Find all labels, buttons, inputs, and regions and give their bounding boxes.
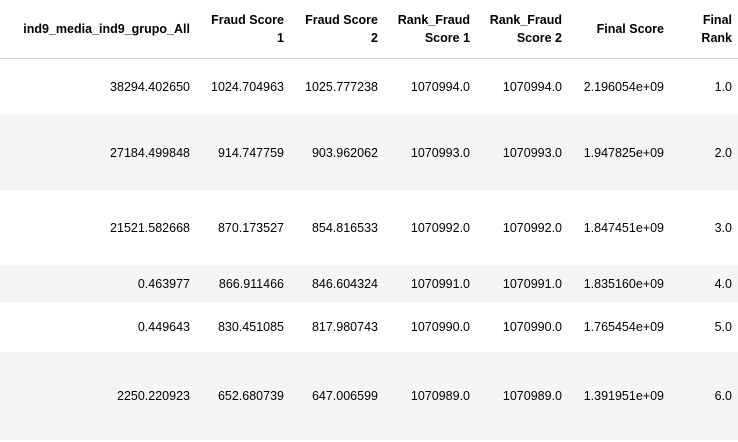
- col-header-label: Rank_Fraud: [397, 13, 470, 27]
- col-header-label: Score 1: [424, 31, 470, 45]
- table-header: ind9_media_ind9_grupo_All Fraud Score 1 F…: [0, 0, 738, 59]
- cell-final-score: 1.947825e+09: [583, 145, 664, 160]
- col-header-label: Fraud Score: [305, 13, 378, 27]
- cell-rank-fraud-score-2: 1070992.0: [502, 220, 562, 235]
- cell-rank-fraud-score-2: 1070990.0: [502, 320, 562, 334]
- col-header-rank-fraud-score-2: Rank_Fraud Score 2: [476, 0, 568, 59]
- col-header-label: Rank_Fraud: [489, 13, 562, 27]
- cell-rank-fraud-score-2: 1070991.0: [502, 276, 562, 291]
- col-header-label: 2: [371, 31, 378, 45]
- cell-fraud-score-1: 870.173527: [217, 220, 284, 235]
- cell-rank-fraud-score-1: 1070991.0: [410, 276, 470, 291]
- cell-final-score: 1.847451e+09: [583, 220, 664, 235]
- cell-rank-fraud-score-2: 1070994.0: [502, 80, 562, 94]
- cell-ind9-media: 2250.220923: [117, 389, 190, 403]
- col-header-label: ind9_media_ind9_grupo_All: [23, 22, 190, 36]
- cell-final-rank: 3.0: [714, 220, 732, 235]
- cell-fraud-score-1: 1024.704963: [211, 80, 284, 94]
- cell-fraud-score-2: 1025.777238: [305, 80, 378, 94]
- cell-fraud-score-1: 830.451085: [217, 320, 284, 334]
- table-row: 2250.220923 652.680739 647.006599 107098…: [0, 352, 738, 440]
- table-body: 38294.402650 1024.704963 1025.777238 107…: [0, 58, 738, 440]
- col-header-ind9-media: ind9_media_ind9_grupo_All: [0, 0, 196, 59]
- cell-final-rank: 6.0: [714, 389, 732, 403]
- cell-ind9-media: 38294.402650: [110, 80, 190, 94]
- table-row: 27184.499848 914.747759 903.962062 10709…: [0, 115, 738, 190]
- cell-final-score: 1.835160e+09: [583, 276, 664, 291]
- table-row: 38294.402650 1024.704963 1025.777238 107…: [0, 58, 738, 115]
- cell-final-score: 2.196054e+09: [583, 80, 664, 94]
- col-header-label: Final Score: [596, 22, 664, 36]
- table-row: 0.449643 830.451085 817.980743 1070990.0…: [0, 302, 738, 352]
- cell-final-score: 1.391951e+09: [583, 389, 664, 403]
- cell-final-score: 1.765454e+09: [583, 320, 664, 334]
- cell-fraud-score-2: 647.006599: [311, 389, 378, 403]
- cell-rank-fraud-score-1: 1070990.0: [410, 320, 470, 334]
- col-header-final-rank: Final Rank: [670, 0, 738, 59]
- cell-fraud-score-2: 846.604324: [311, 276, 378, 291]
- cell-fraud-score-2: 854.816533: [311, 220, 378, 235]
- table-row: 21521.582668 870.173527 854.816533 10709…: [0, 190, 738, 265]
- col-header-label: Fraud Score: [211, 13, 284, 27]
- cell-final-rank: 1.0: [714, 80, 732, 94]
- cell-fraud-score-1: 866.911466: [218, 276, 284, 291]
- cell-rank-fraud-score-1: 1070989.0: [410, 389, 470, 403]
- col-header-fraud-score-2: Fraud Score 2: [290, 0, 384, 59]
- col-header-fraud-score-1: Fraud Score 1: [196, 0, 290, 59]
- cell-rank-fraud-score-1: 1070992.0: [410, 220, 470, 235]
- cell-rank-fraud-score-1: 1070993.0: [410, 145, 470, 160]
- cell-fraud-score-2: 817.980743: [311, 320, 378, 334]
- col-header-label: 1: [277, 31, 284, 45]
- cell-ind9-media: 0.463977: [137, 276, 190, 291]
- table-row: 0.463977 866.911466 846.604324 1070991.0…: [0, 265, 738, 302]
- cell-fraud-score-1: 652.680739: [217, 389, 284, 403]
- cell-fraud-score-1: 914.747759: [217, 145, 284, 160]
- cell-ind9-media: 21521.582668: [110, 220, 190, 235]
- cell-final-rank: 4.0: [714, 276, 732, 291]
- cell-ind9-media: 27184.499848: [110, 145, 190, 160]
- cell-fraud-score-2: 903.962062: [311, 145, 378, 160]
- col-header-label: Score 2: [516, 31, 562, 45]
- col-header-label: Final: [702, 13, 732, 27]
- cell-final-rank: 2.0: [714, 145, 732, 160]
- header-row: ind9_media_ind9_grupo_All Fraud Score 1 F…: [0, 0, 738, 59]
- cell-final-rank: 5.0: [714, 320, 732, 334]
- cell-ind9-media: 0.449643: [137, 320, 190, 334]
- col-header-rank-fraud-score-1: Rank_Fraud Score 1: [384, 0, 476, 59]
- col-header-label: Rank: [701, 31, 732, 45]
- cell-rank-fraud-score-2: 1070993.0: [502, 145, 562, 160]
- cell-rank-fraud-score-1: 1070994.0: [410, 80, 470, 94]
- col-header-final-score: Final Score: [568, 0, 670, 59]
- cell-rank-fraud-score-2: 1070989.0: [502, 389, 562, 403]
